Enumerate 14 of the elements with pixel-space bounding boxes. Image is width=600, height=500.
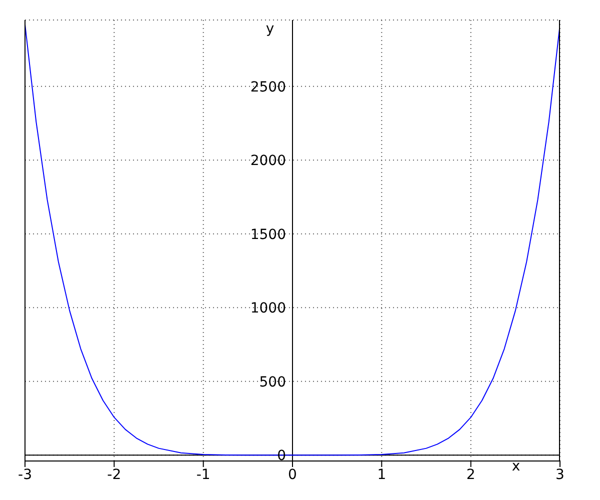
y-tick-label: 1000 [250,300,286,317]
y-tick-label: 2000 [250,153,286,170]
x-tick-label: -1 [196,466,210,483]
y-tick-label: 2500 [250,79,286,96]
x-tick-label: 0 [288,466,297,483]
y-tick-label: 500 [259,374,286,390]
x-tick-label: 2 [466,466,476,483]
x-tick-label: 3 [556,466,564,483]
x-tick-label: -3 [18,466,32,483]
y-tick-label: 1500 [250,226,286,243]
x-axis-title: x [512,458,520,475]
x-tick-label: -2 [107,466,122,483]
y-axis-title: y [266,21,274,37]
x-tick-label: 1 [377,466,386,483]
